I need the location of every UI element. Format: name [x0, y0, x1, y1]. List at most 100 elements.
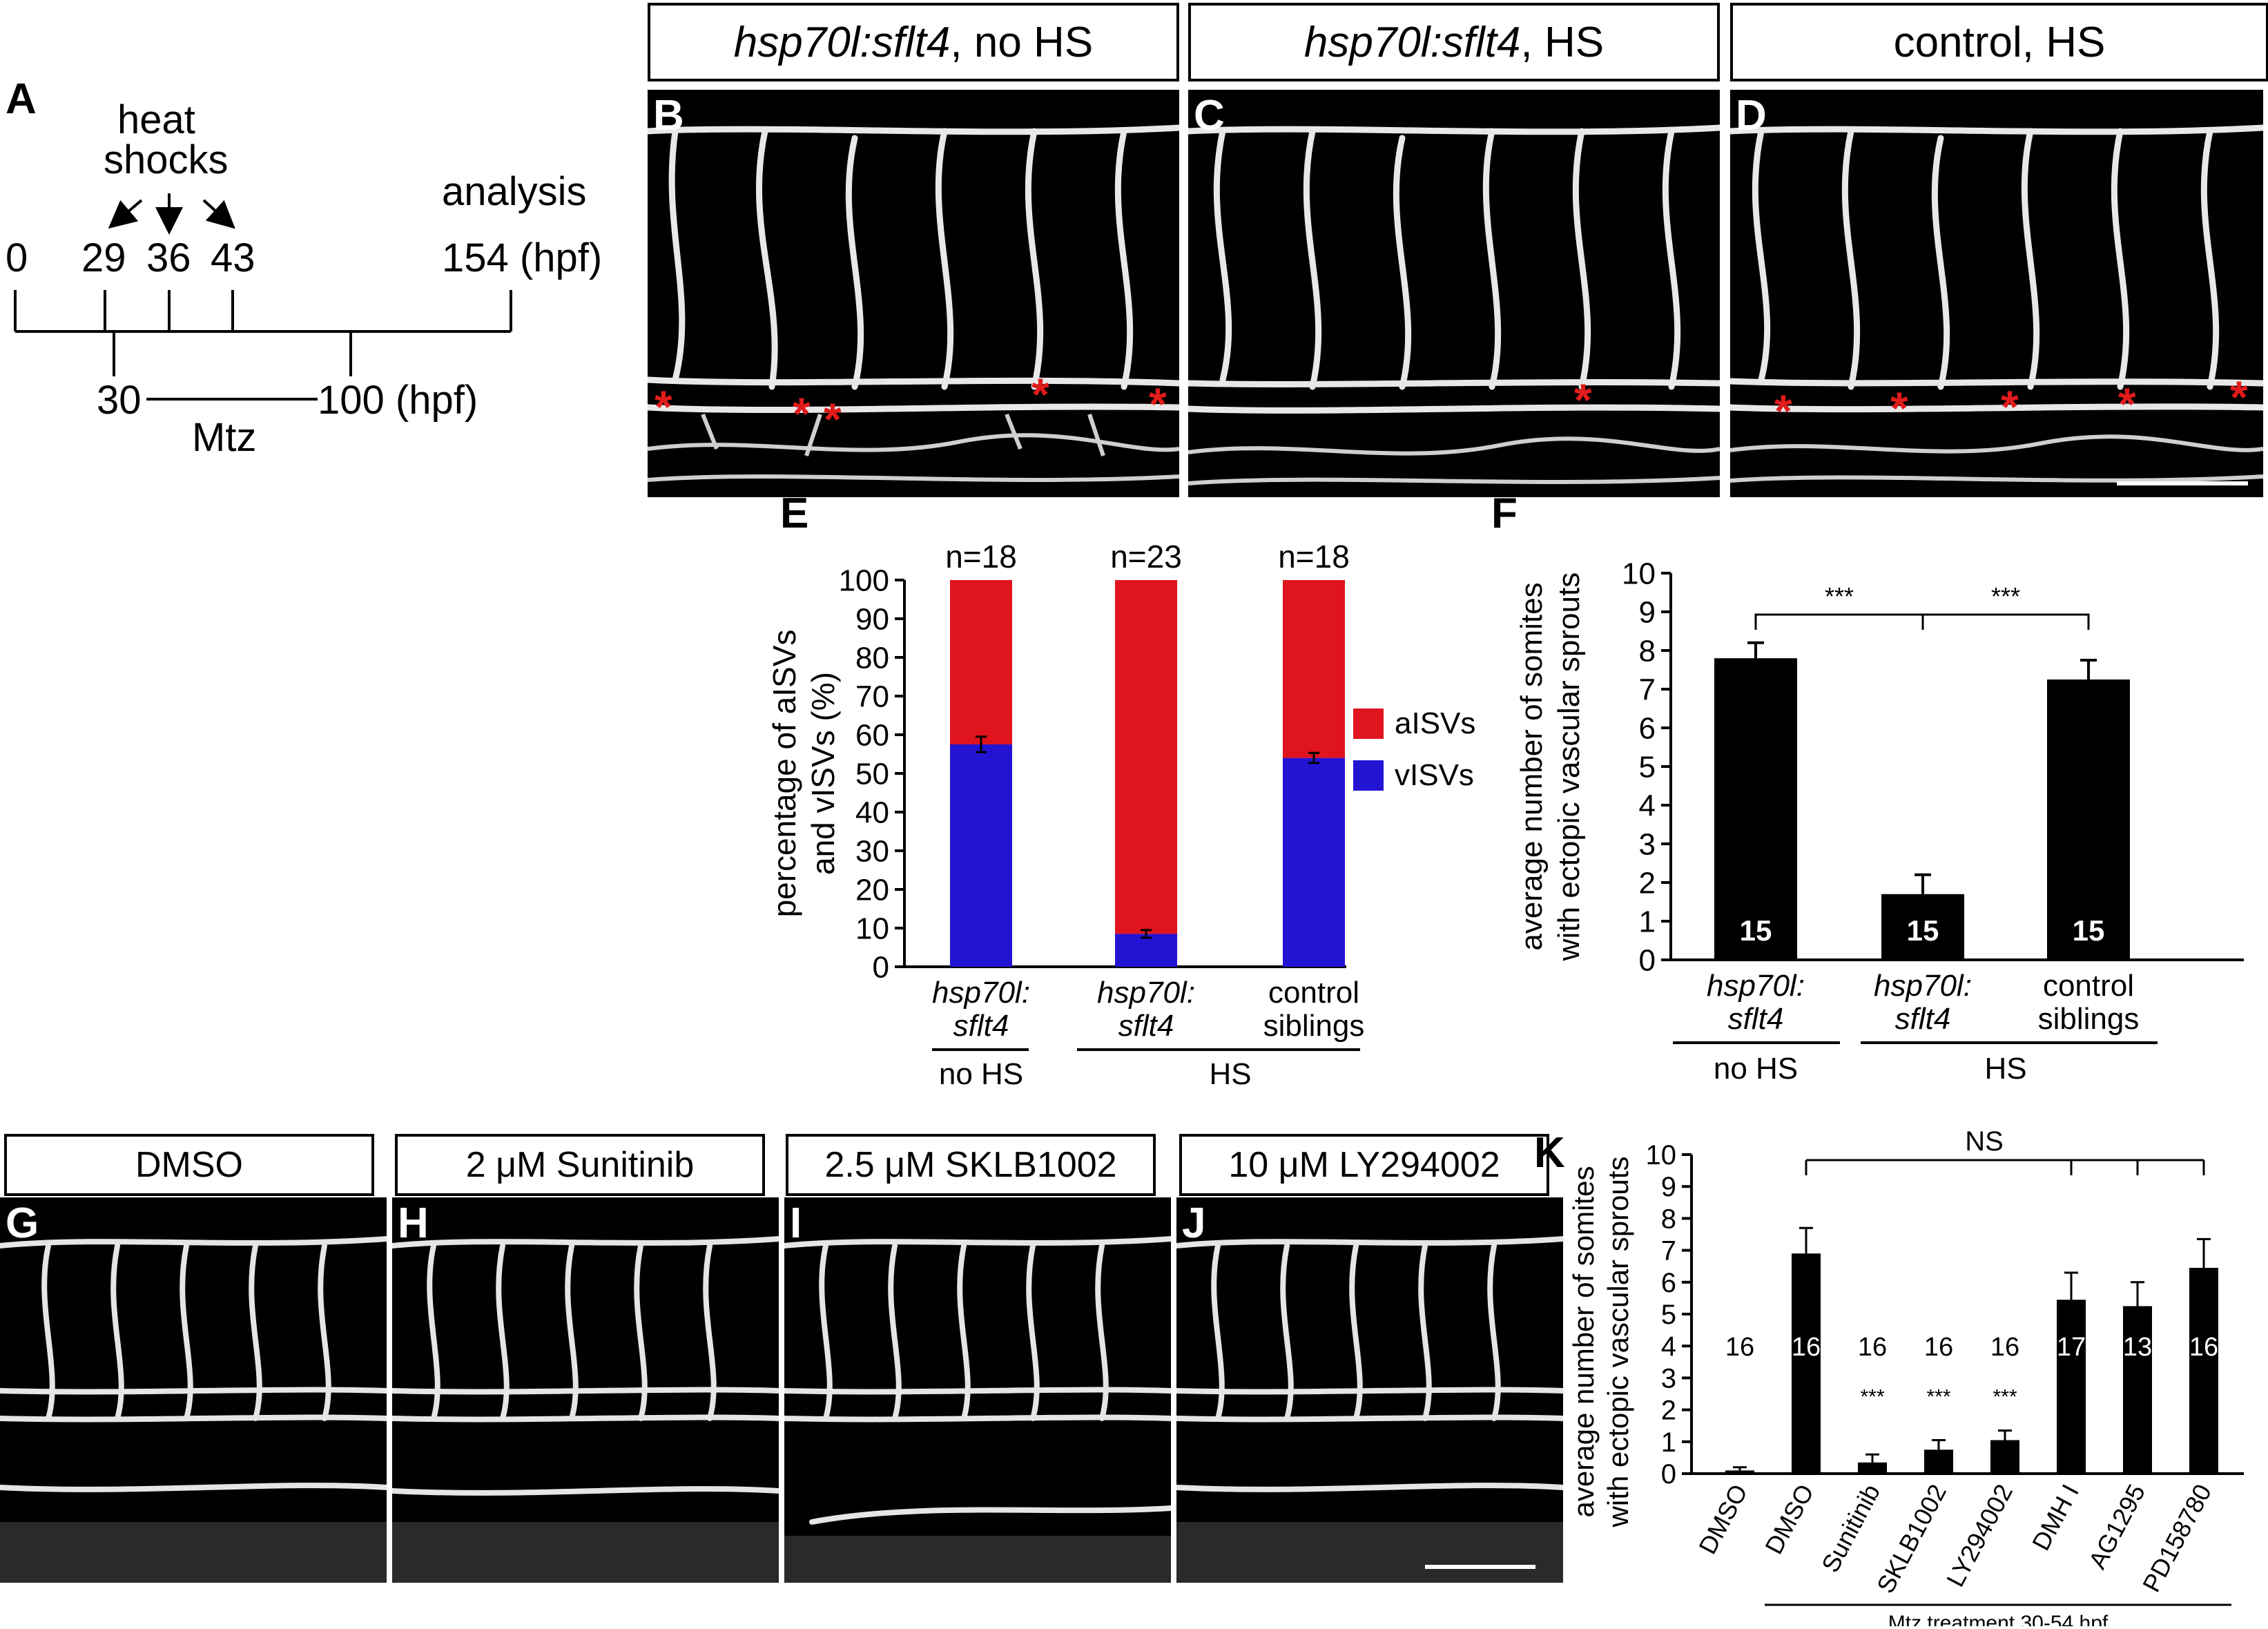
e-group-no-hs: no HS [939, 1057, 1023, 1091]
time-36: 36 [146, 235, 191, 280]
k-significance-mark: *** [1926, 1385, 1950, 1408]
asterisk-d-5: * [2230, 372, 2248, 423]
k-category-label: DMH I [2026, 1480, 2084, 1555]
k-y-tick-label: 1 [1661, 1427, 1676, 1458]
e-y-tick-label: 60 [855, 718, 889, 752]
e-bar-vISVs [1115, 934, 1177, 967]
heat-shocks-label-2: shocks [104, 137, 229, 182]
title-box-b: hsp70l:sflt4, no HS [648, 3, 1179, 81]
f-n-label: 15 [2073, 914, 2105, 947]
panel-letter-b: B [653, 92, 684, 139]
e-y-tick-label: 50 [855, 757, 889, 791]
f-n-label: 15 [1740, 914, 1772, 947]
asterisk-c-1: * [1574, 374, 1592, 425]
k-significance-mark: *** [1993, 1385, 2017, 1408]
e-bar-aISVs [1115, 580, 1177, 934]
e-y-tick-label: 20 [855, 873, 889, 907]
k-y-tick-label: 9 [1661, 1172, 1676, 1202]
panel-letter-j: J [1182, 1199, 1206, 1247]
k-category-label: DMSO [1693, 1480, 1753, 1559]
k-bar [1725, 1470, 1754, 1474]
f-category-label-1: hsp70l: [1874, 969, 1972, 1003]
e-y-tick-label: 70 [855, 679, 889, 713]
panel-letter-a: A [6, 75, 37, 123]
k-n-label: 16 [2189, 1333, 2218, 1362]
k-y-tick-label: 4 [1661, 1331, 1676, 1362]
e-category-label-1: hsp70l: [932, 976, 1030, 1010]
e-y-tick-label: 30 [855, 834, 889, 868]
k-y-tick-label: 6 [1661, 1268, 1676, 1298]
e-bar-aISVs [950, 580, 1012, 744]
asterisk-d-2: * [1890, 383, 1908, 434]
f-y-tick-label: 10 [1622, 557, 1656, 590]
f-y-tick-label: 7 [1639, 673, 1656, 706]
title-j: 10 μM LY294002 [1228, 1145, 1500, 1185]
k-category-label: LY294002 [1941, 1480, 2018, 1592]
micrograph-c [1188, 90, 1720, 497]
f-y-label-2: with ectopic vascular sprouts [1552, 572, 1586, 961]
e-y-label-2: and vISVs (%) [805, 672, 841, 875]
panel-letter-c: C [1194, 92, 1225, 139]
micrograph-j [1176, 1197, 1563, 1583]
f-y-tick-label: 8 [1639, 634, 1656, 668]
e-group-hs: HS [1209, 1057, 1251, 1091]
e-n-label: n=23 [1110, 539, 1182, 575]
e-y-tick-label: 0 [873, 950, 889, 984]
title-box-i: 2.5 μM SKLB1002 [786, 1134, 1156, 1196]
e-category-label-1: hsp70l: [1097, 976, 1195, 1010]
e-bar-aISVs [1283, 580, 1345, 758]
title-b-italic: hsp70l:sflt4 [733, 18, 951, 66]
asterisk-b-3: * [824, 394, 842, 445]
k-y-tick-label: 5 [1661, 1300, 1676, 1330]
e-category-label-2: sflt4 [1118, 1009, 1174, 1043]
f-bar [1714, 658, 1797, 960]
title-d: control, HS [1893, 18, 2106, 66]
e-category-label-2: sflt4 [953, 1009, 1009, 1043]
micrograph-d [1730, 90, 2263, 497]
k-category-label: DMSO [1759, 1480, 1819, 1559]
f-group-no-hs: no HS [1714, 1052, 1798, 1086]
e-y-label-1: percentage of aISVs [766, 630, 802, 918]
micrograph-g [0, 1197, 387, 1583]
title-c-rest: , HS [1520, 18, 1605, 66]
k-treatment-label: Mtz treatment 30-54 hpf [1888, 1612, 2109, 1626]
f-y-tick-label: 3 [1639, 827, 1656, 861]
mtz-label: Mtz [192, 415, 257, 460]
k-y-label-1: average number of somites [1567, 1166, 1600, 1518]
e-legend-swatch-vISVs [1353, 760, 1384, 791]
k-y-tick-label: 3 [1661, 1363, 1676, 1394]
time-100: 100 (hpf) [318, 378, 478, 423]
f-category-label-2: sflt4 [1895, 1002, 1951, 1036]
k-ns-label: NS [1965, 1126, 2004, 1157]
time-43: 43 [211, 235, 255, 280]
chart-e: 0 10 20 30 40 50 60 70 80 90 100 percentage of aISV… [766, 539, 1475, 1091]
title-box-g: DMSO [4, 1134, 374, 1196]
f-n-label: 15 [1907, 914, 1939, 947]
e-bar-vISVs [1283, 758, 1345, 967]
f-y-tick-label: 5 [1639, 750, 1656, 784]
k-category-label: Sunitinib [1816, 1480, 1886, 1577]
k-y-tick-label: 2 [1661, 1396, 1676, 1426]
e-category-label-1: control [1268, 976, 1359, 1010]
asterisk-d-3: * [2001, 381, 2019, 432]
f-category-label-2: siblings [2038, 1002, 2140, 1036]
k-n-label: 17 [2057, 1333, 2086, 1362]
k-n-label: 16 [1924, 1333, 1953, 1362]
f-group-hs: HS [1984, 1052, 2026, 1086]
f-bar [1881, 894, 1964, 960]
chart-f: 0 1 2 3 4 5 6 7 8 9 10 average number of somites wit… [1515, 557, 2244, 1086]
e-legend-swatch-aISVs [1353, 709, 1384, 739]
k-y-tick-label: 0 [1661, 1459, 1676, 1490]
k-category-label: AG1295 [2083, 1480, 2151, 1574]
k-n-label: 16 [1792, 1333, 1821, 1362]
k-bar [1924, 1449, 1953, 1474]
title-b-rest: , no HS [950, 18, 1094, 66]
asterisk-b-2: * [793, 388, 811, 439]
panel-letter-d: D [1736, 92, 1767, 139]
k-n-label: 13 [2123, 1333, 2152, 1362]
f-significance-label: *** [1991, 582, 2020, 610]
e-legend-label-vISVs: vISVs [1395, 758, 1474, 792]
panel-letter-k: K [1534, 1129, 1565, 1177]
f-significance-bracket [1921, 613, 2090, 630]
f-y-tick-label: 0 [1639, 943, 1656, 977]
